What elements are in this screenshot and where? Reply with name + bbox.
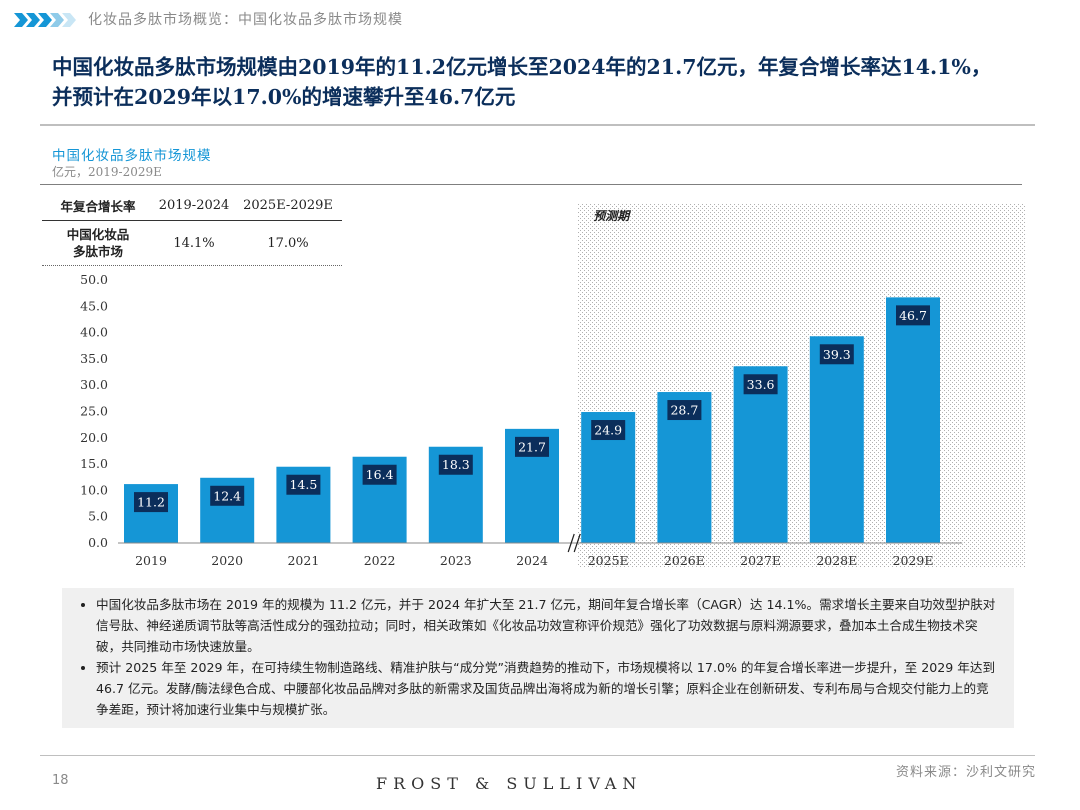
value-label-box — [896, 305, 930, 326]
value-label: 14.5 — [289, 477, 317, 492]
chart-divider — [40, 184, 1022, 185]
forecast-label: 预测期 — [593, 209, 631, 223]
cagr-row-label-line2: 多肽市场 — [72, 244, 123, 259]
cagr-value-period2: 17.0% — [267, 235, 309, 251]
x-tick-label: 2023 — [440, 553, 472, 568]
cagr-table-header: 年复合增长率 2019-2024 2025E-2029E — [42, 190, 342, 221]
cagr-table-row: 中国化妆品 多肽市场 14.1% 17.0% — [42, 221, 342, 266]
page-title: 中国化妆品多肽市场规模由2019年的11.2亿元增长至2024年的21.7亿元，… — [52, 52, 1042, 112]
source-note: 资料来源：沙利文研究 — [895, 765, 1036, 780]
forecast-region — [577, 204, 1026, 568]
page-title-line2: 并预计在2029年以17.0%的增速攀升至46.7亿元 — [52, 85, 516, 109]
bar — [809, 336, 864, 543]
page-number: 18 — [52, 773, 69, 788]
value-label: 21.7 — [518, 439, 546, 454]
x-tick-label: 2020 — [211, 553, 243, 568]
y-tick-label: 40.0 — [80, 325, 108, 340]
page-title-line1: 中国化妆品多肽市场规模由2019年的11.2亿元增长至2024年的21.7亿元，… — [52, 55, 992, 79]
value-label: 18.3 — [442, 457, 470, 472]
value-label: 46.7 — [899, 308, 927, 323]
value-label-box — [438, 454, 473, 475]
chart-title: 中国化妆品多肽市场规模 — [52, 148, 212, 164]
value-label: 24.9 — [594, 423, 622, 438]
y-tick-label: 30.0 — [80, 377, 108, 392]
y-tick-label: 25.0 — [80, 404, 108, 419]
value-label: 12.4 — [213, 488, 241, 503]
cagr-header-label: 年复合增长率 — [60, 198, 136, 214]
value-label: 28.7 — [670, 403, 698, 418]
value-label-box — [515, 436, 549, 457]
x-tick-label: 2027E — [740, 553, 781, 568]
value-label-box — [667, 400, 702, 421]
value-label-box — [743, 374, 778, 395]
company-logo: FROST & SULLIVAN — [376, 774, 643, 793]
y-tick-label: 0.0 — [88, 535, 108, 550]
x-tick-label: 2021 — [287, 553, 319, 568]
cagr-header-period2: 2025E-2029E — [243, 197, 333, 213]
footer-divider — [40, 755, 1035, 756]
note-item-2: 预计 2025 年至 2029 年，在可持续生物制造路线、精准护肤与“成分党”消… — [96, 657, 998, 720]
value-label-box — [819, 344, 854, 365]
axis-break-mark — [567, 533, 581, 553]
y-tick-label: 15.0 — [80, 456, 108, 471]
bar-chart: 预测期 0.0 5.0 10.0 15.0 20.0 25.0 30.0 35.0 40.0 45… — [80, 204, 1026, 568]
notes-box: 中国化妆品多肽市场在 2019 年的规模为 11.2 亿元，并于 2024 年扩… — [62, 588, 1014, 728]
y-tick-label: 50.0 — [80, 272, 108, 287]
cagr-row-label: 中国化妆品 多肽市场 — [42, 226, 154, 260]
bar — [733, 366, 788, 543]
note-item-1: 中国化妆品多肽市场在 2019 年的规模为 11.2 亿元，并于 2024 年扩… — [96, 594, 998, 657]
y-tick-label: 45.0 — [80, 298, 108, 313]
breadcrumb-arrows — [14, 10, 84, 30]
chart-subtitle: 亿元，2019-2029E — [52, 165, 162, 179]
title-divider — [40, 124, 1035, 126]
value-label-box — [134, 492, 168, 513]
x-tick-label: 2028E — [816, 553, 857, 568]
value-label: 16.4 — [366, 467, 394, 482]
value-label-box — [591, 420, 626, 441]
cagr-header-period1: 2019-2024 — [158, 197, 230, 213]
x-tick-label: 2025E — [588, 553, 629, 568]
x-tick-label: 2026E — [664, 553, 705, 568]
y-tick-label: 20.0 — [80, 430, 108, 445]
x-tick-label: 2022 — [364, 553, 396, 568]
cagr-value-period1: 14.1% — [173, 235, 215, 251]
breadcrumb: 化妆品多肽市场概览：中国化妆品多肽市场规模 — [88, 12, 403, 28]
bar — [886, 297, 940, 543]
y-tick-label: 10.0 — [80, 482, 108, 497]
value-label-box — [362, 464, 397, 485]
x-tick-label: 2024 — [516, 553, 548, 568]
cagr-row-label-line1: 中国化妆品 — [66, 227, 130, 242]
cagr-table: 年复合增长率 2019-2024 2025E-2029E 中国化妆品 多肽市场 … — [42, 190, 342, 266]
x-tick-label: 2029E — [893, 553, 934, 568]
y-tick-label: 5.0 — [88, 509, 108, 524]
value-label-box — [286, 474, 321, 495]
value-label: 33.6 — [747, 377, 775, 392]
value-label-box — [210, 485, 245, 506]
value-label: 39.3 — [823, 347, 851, 362]
x-tick-label: 2019 — [135, 553, 167, 568]
value-label: 11.2 — [137, 495, 165, 510]
y-tick-label: 35.0 — [80, 351, 108, 366]
